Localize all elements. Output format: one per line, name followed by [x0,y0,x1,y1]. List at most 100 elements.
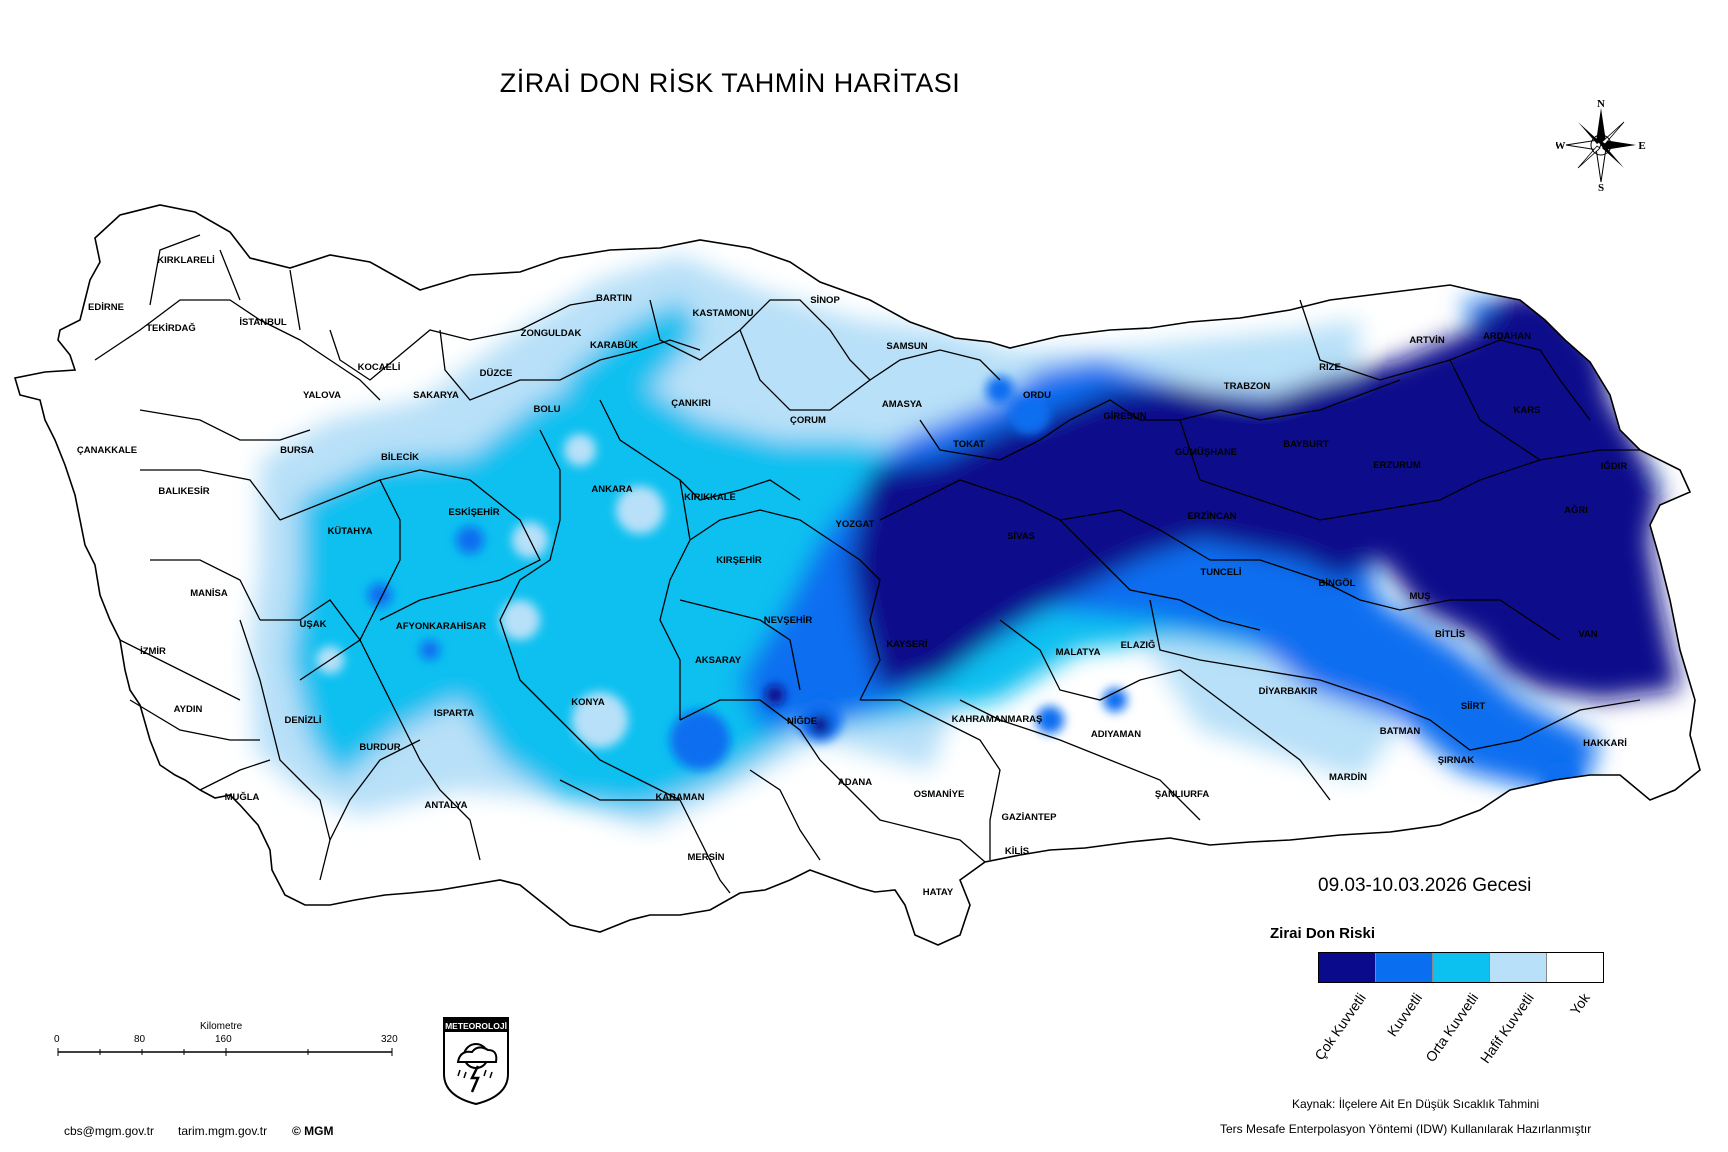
province-label: BATMAN [1380,726,1421,737]
province-label: SİNOP [810,295,840,306]
province-label: DENİZLİ [285,715,322,726]
province-label: ISPARTA [434,708,474,719]
province-label: SİİRT [1461,701,1485,712]
legend-swatch-kuvvetli [1376,953,1433,982]
footer-site: tarim.mgm.gov.tr [178,1124,268,1138]
legend-swatch-cok-kuvvetli [1319,953,1376,982]
province-label: AKSARAY [695,655,742,666]
compass-w: W [1556,140,1566,152]
scale-bar-title: Kilometre [200,1021,243,1032]
province-label: GİRESUN [1103,411,1146,422]
province-label: ÇANKIRI [671,398,711,409]
province-label: KARABÜK [590,340,638,351]
province-label: BİNGÖL [1319,578,1356,589]
province-label: ORDU [1023,390,1051,401]
province-label: ARDAHAN [1483,331,1531,342]
scale-tick-label: 0 [54,1034,60,1045]
province-label: ERZİNCAN [1187,511,1236,522]
province-label: UŞAK [300,619,327,630]
province-borders [14,204,1701,946]
province-label: MALATYA [1056,647,1101,658]
province-label: BİTLİS [1435,629,1465,640]
province-label: TRABZON [1224,381,1271,392]
province-label: ŞANLIURFA [1155,789,1210,800]
province-label: KOCAELİ [358,362,401,373]
footer-copyright: © MGM [292,1124,334,1138]
map-title: ZİRAİ DON RİSK TAHMİN HARİTASI [499,68,961,98]
province-label: KARAMAN [655,792,704,803]
province-label: BİLECİK [381,452,419,463]
province-label: TUNCELİ [1200,567,1241,578]
province-label: KİLİS [1005,846,1029,857]
scale-tick-label: 80 [134,1034,146,1045]
province-label: ÇANAKKALE [77,445,137,456]
compass-rose-icon: N S E W [1556,98,1646,192]
province-label: KONYA [571,697,605,708]
logo-text: METEOROLOJİ [445,1021,507,1031]
province-label: HATAY [923,887,954,898]
province-label: GÜMÜŞHANE [1175,447,1237,458]
province-label: BAYBURT [1283,439,1329,450]
province-label: ARTVİN [1409,335,1445,346]
province-label: IĞDIR [1601,460,1628,472]
province-label: KIRKLARELİ [157,255,215,266]
province-label: ERZURUM [1373,460,1421,471]
province-labels: KIRKLARELİ EDİRNE TEKİRDAĞ İSTANBUL KOCA… [77,255,1627,898]
province-label: SAKARYA [413,390,459,401]
province-label: BURDUR [359,742,400,753]
province-label: YALOVA [303,390,341,401]
province-label: ANKARA [591,484,632,495]
province-label: HAKKARİ [1583,738,1627,749]
province-label: DİYARBAKIR [1259,686,1318,697]
meteoroloji-logo: METEOROLOJİ [443,1017,509,1106]
source-line-1: Kaynak: İlçelere Ait En Düşük Sıcaklık T… [1292,1097,1540,1111]
province-label: AĞRI [1564,504,1588,516]
province-label: KAYSERİ [886,639,927,650]
province-label: TOKAT [953,439,985,450]
province-label: GAZİANTEP [1002,812,1058,823]
province-label: İZMİR [140,646,166,657]
province-label: İSTANBUL [239,317,287,328]
province-label: DÜZCE [480,368,513,379]
province-label: ELAZIĞ [1121,639,1156,651]
source-line-2: Ters Mesafe Enterpolasyon Yöntemi (IDW) … [1220,1122,1592,1136]
province-label: AYDIN [174,704,203,715]
province-label: OSMANİYE [914,789,965,800]
legend-title: Zirai Don Riski [1270,925,1376,942]
province-label: EDİRNE [88,302,124,313]
province-label: BOLU [534,404,561,415]
province-label: MUŞ [1409,591,1430,602]
province-label: KIRŞEHİR [716,555,762,566]
province-label: ADIYAMAN [1091,729,1141,740]
province-label: AFYONKARAHİSAR [396,621,486,632]
scale-tick-label: 160 [215,1034,232,1045]
province-label: TEKİRDAĞ [146,322,196,334]
province-label: BURSA [280,445,314,456]
province-label: KÜTAHYA [328,526,373,537]
province-label: SAMSUN [886,341,927,352]
scale-bar [57,1048,393,1056]
compass-n: N [1597,98,1605,110]
legend-swatch-orta-kuvvetli [1433,953,1490,982]
legend-color-bar [1318,952,1604,983]
legend-swatch-hafif-kuvvetli [1490,953,1547,982]
province-label: ZONGULDAK [521,328,582,339]
province-label: ANTALYA [425,800,468,811]
province-label: AMASYA [882,399,922,410]
province-label: YOZGAT [836,519,875,530]
province-label: SİVAS [1007,531,1035,542]
risk-fields [15,205,1700,945]
province-label: KAHRAMANMARAŞ [952,714,1043,725]
province-label: NEVŞEHİR [764,615,813,626]
footer-email: cbs@mgm.gov.tr [64,1124,154,1138]
province-label: BALIKESİR [158,486,209,497]
province-label: MERSİN [688,852,725,863]
province-label: BARTIN [596,293,632,304]
province-label: MANİSA [190,588,228,599]
compass-s: S [1598,182,1604,192]
province-label: ESKİŞEHİR [448,507,499,518]
province-label: VAN [1578,629,1597,640]
date-label: 09.03-10.03.2026 Gecesi [1318,875,1532,896]
province-label: MARDİN [1329,772,1367,783]
